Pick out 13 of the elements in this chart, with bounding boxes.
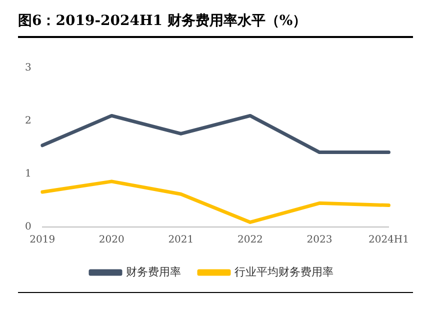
legend-label: 财务费用率 [126, 265, 181, 278]
x-tick-label: 2023 [306, 234, 332, 246]
x-tick-label: 2020 [98, 234, 124, 246]
y-tick-label: 0 [24, 222, 32, 233]
y-tick-label: 2 [24, 116, 32, 127]
x-tick-label: 2021 [168, 234, 194, 246]
x-tick-label: 2024H1 [368, 234, 410, 246]
chart-title: 图6：2019-2024H1 财务费用率水平（%） [18, 8, 413, 38]
legend-label: 行业平均财务费用率 [234, 265, 334, 278]
y-tick-label: 3 [24, 62, 32, 74]
x-tick-label: 2019 [30, 234, 56, 246]
x-tick-label: 2022 [237, 234, 263, 246]
y-tick-label: 1 [24, 168, 32, 180]
